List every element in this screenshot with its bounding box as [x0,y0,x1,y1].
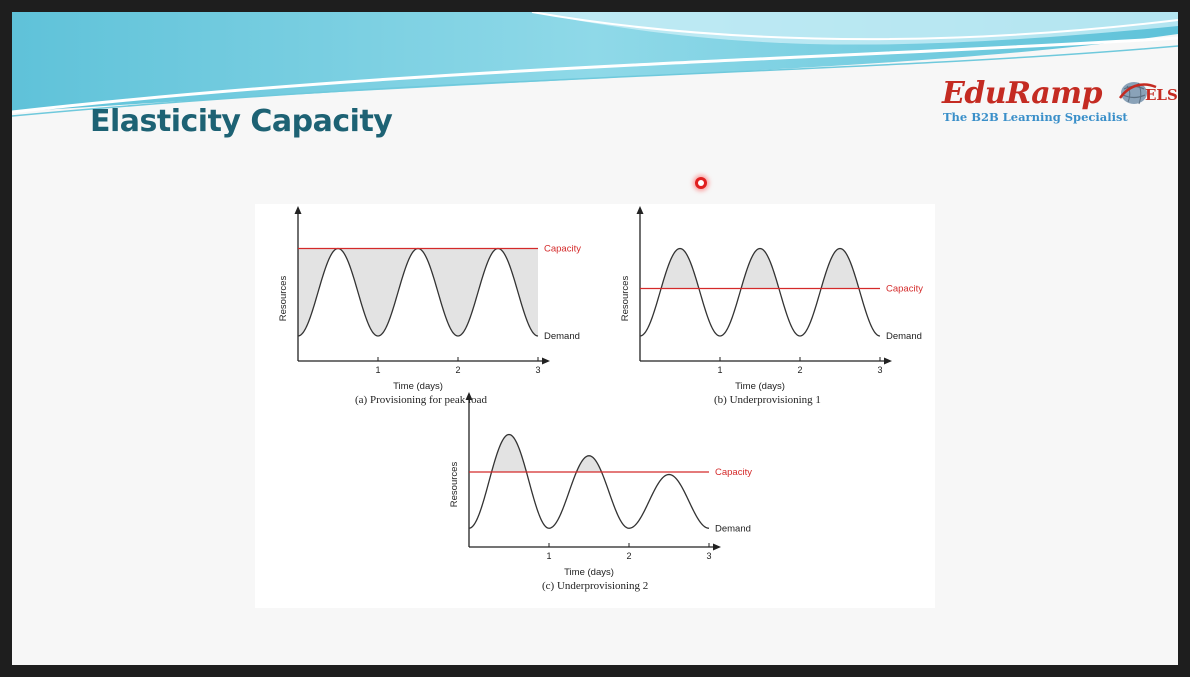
x-tick-label: 1 [546,551,551,561]
logo-name-part2: Ramp [1006,76,1102,111]
x-axis-title: Time (days) [564,567,614,578]
x-tick-label: 3 [706,551,711,561]
logo-tagline: The B2B Learning Specialist [943,110,1128,124]
shaded-underprovision-area [469,434,709,472]
header-banner [12,12,1178,117]
x-axis-arrow-icon [884,357,892,365]
y-axis-arrow-icon [636,206,644,214]
x-axis-arrow-icon [542,357,550,365]
demand-curve [639,247,881,337]
x-tick-label: 3 [535,365,540,375]
x-tick-label: 3 [877,365,882,375]
demand-curve [297,247,539,337]
capacity-label: Capacity [715,467,752,478]
y-axis-arrow-icon [465,392,473,400]
demand-label: Demand [715,523,751,534]
slide: Elasticity Capacity EduRamp ELS The B2B … [12,12,1178,665]
y-axis-title: Resources [278,276,289,322]
elasticity-charts-svg: 1 2 3 Capacity Demand Time (days) Resources 1 2 3… [278,206,923,578]
caption-b: (b) Underprovisioning 1 [714,394,821,406]
x-axis-arrow-icon [713,543,721,551]
y-axis-title: Resources [449,462,460,508]
demand-label: Demand [886,331,922,342]
logo-name-part1: Edu [942,76,1007,111]
x-tick-label: 1 [717,365,722,375]
x-axis-title: Time (days) [735,381,785,392]
globe-icon [1118,82,1157,105]
caption-a: (a) Provisioning for peak load [355,394,487,406]
shaded-underprovision-area [640,248,880,289]
slide-title: Elasticity Capacity [90,104,393,139]
x-tick-label: 2 [797,365,802,375]
demand-label: Demand [544,331,580,342]
x-tick-label: 1 [375,365,380,375]
capacity-label: Capacity [886,284,923,295]
caption-c: (c) Underprovisioning 2 [542,580,649,592]
logo-badge: ELS [1145,86,1178,104]
edu-ramp-logo: EduRamp ELS The B2B Learning Specialist [940,76,1178,132]
laser-pointer-icon [695,177,707,189]
x-tick-label: 2 [455,365,460,375]
x-axis-title: Time (days) [393,381,443,392]
demand-curve [468,433,710,529]
x-tick-label: 2 [626,551,631,561]
shaded-overprovision-area [298,248,538,336]
y-axis-arrow-icon [294,206,302,214]
elasticity-figure: 1 2 3 Capacity Demand Time (days) Resources 1 2 3… [255,204,935,608]
capacity-label: Capacity [544,244,581,255]
y-axis-title: Resources [620,276,631,322]
